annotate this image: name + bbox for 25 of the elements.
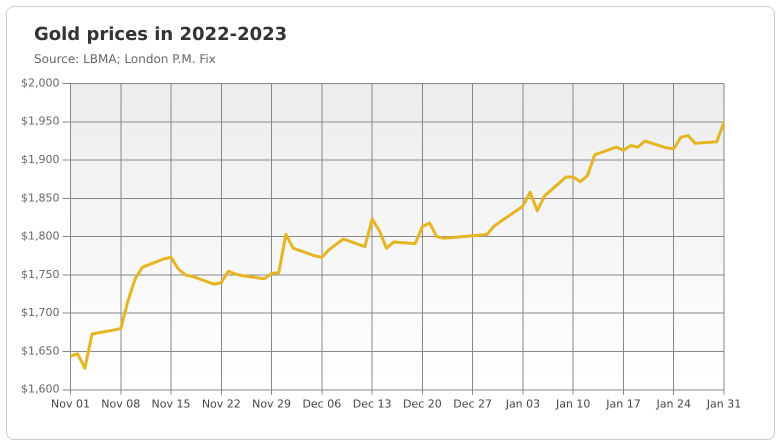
x-tick-label: Dec 06 (302, 397, 342, 410)
x-tick-label: Nov 08 (101, 397, 140, 410)
y-tick-label: $1,850 (20, 191, 60, 204)
x-tick-label: Jan 17 (605, 397, 641, 410)
chart-title: Gold prices in 2022-2023 (34, 24, 288, 45)
x-tick-label: Nov 22 (202, 397, 241, 410)
x-tick-label: Nov 15 (152, 397, 191, 410)
x-tick-label: Dec 13 (352, 397, 392, 410)
x-tick-label: Jan 10 (554, 397, 590, 410)
y-tick-label: $1,600 (20, 382, 60, 396)
y-tick-label: $1,750 (20, 268, 60, 281)
x-tick-label: Nov 01 (51, 397, 90, 410)
y-tick-label: $1,900 (20, 153, 60, 166)
x-tick-label: Jan 03 (504, 397, 540, 410)
x-tick-label: Jan 24 (656, 397, 691, 410)
x-tick-label: Nov 29 (252, 397, 292, 410)
source-note: Source: LBMA; London P.M. Fix (34, 52, 216, 66)
x-tick-label: Dec 20 (402, 397, 442, 410)
y-tick-label: $1,700 (20, 306, 60, 320)
y-tick-label: $1,800 (20, 230, 60, 243)
y-tick-label: $1,650 (20, 344, 60, 358)
x-tick-label: Jan 31 (706, 397, 742, 410)
x-tick-label: Dec 27 (453, 397, 492, 410)
y-tick-label: $1,950 (20, 114, 60, 128)
y-tick-label: $2,000 (20, 76, 60, 90)
